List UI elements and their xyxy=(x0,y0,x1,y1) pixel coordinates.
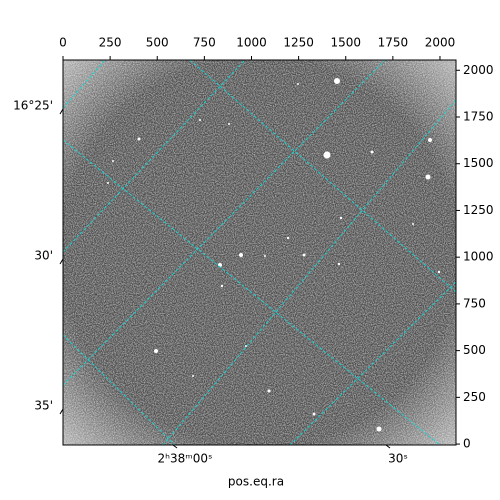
x-tick-label: 1250 xyxy=(283,36,314,50)
x-axis-label: pos.eq.ra xyxy=(228,475,284,489)
plot-frame xyxy=(62,59,457,446)
ra-tick xyxy=(172,444,178,449)
x-tick-label: 1000 xyxy=(236,36,267,50)
x-tick-label: 1500 xyxy=(330,36,361,50)
sky-image xyxy=(63,60,456,445)
y-tick-label: 1250 xyxy=(463,203,494,217)
dec-tick-label: 16°25' xyxy=(13,99,53,113)
dec-tick xyxy=(59,408,64,415)
y-tick-label: 1750 xyxy=(463,110,494,124)
y-tick-label: 2000 xyxy=(463,63,494,77)
y-tick-label: 250 xyxy=(463,390,486,404)
y-tick-label: 750 xyxy=(463,296,486,310)
x-tick-label: 500 xyxy=(146,36,169,50)
x-tick-label: 0 xyxy=(59,36,67,50)
y-tick-label: 0 xyxy=(463,437,471,451)
x-tick-label: 750 xyxy=(193,36,216,50)
dec-tick-label: 35' xyxy=(34,399,53,413)
y-tick-label: 1500 xyxy=(463,156,494,170)
dec-tick-label: 30' xyxy=(34,249,53,263)
coordinate-grid xyxy=(63,60,456,445)
x-tick-label: 2000 xyxy=(425,36,456,50)
x-tick-label: 250 xyxy=(99,36,122,50)
x-tick-label: 1750 xyxy=(378,36,409,50)
ra-tick-label: 30ˢ xyxy=(388,452,408,466)
dec-tick xyxy=(59,108,64,115)
ra-tick-label: 2ʰ38ᵐ00ˢ xyxy=(158,452,213,466)
stars xyxy=(107,78,441,432)
dec-tick xyxy=(59,258,64,265)
y-tick-label: 500 xyxy=(463,343,486,357)
y-tick-label: 1000 xyxy=(463,250,494,264)
ra-tick xyxy=(385,444,391,449)
